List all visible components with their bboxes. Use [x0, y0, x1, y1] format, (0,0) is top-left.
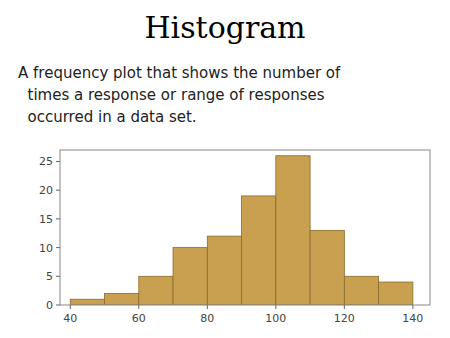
- bars: [70, 156, 413, 305]
- subtitle: times a response or range of responses: [18, 86, 325, 104]
- y-tick-label: 0: [46, 299, 53, 312]
- y-tick: [56, 276, 60, 277]
- bar: [105, 294, 139, 305]
- bar: [310, 230, 344, 305]
- y-tick-label: 5: [46, 270, 53, 283]
- y-tick: [56, 161, 60, 162]
- x-tick-label: 120: [334, 312, 355, 325]
- bar: [276, 156, 310, 305]
- title: Histogram: [144, 10, 305, 45]
- x-tick-label: 140: [402, 312, 423, 325]
- bar: [173, 248, 207, 305]
- x-tick: [138, 305, 139, 309]
- x-tick: [275, 305, 276, 309]
- subtitle: occurred in a data set.: [18, 108, 197, 126]
- bar: [70, 299, 104, 305]
- y-tick: [56, 305, 60, 306]
- bar: [379, 282, 413, 305]
- y-tick-label: 20: [39, 184, 53, 197]
- x-tick-label: 100: [265, 312, 286, 325]
- x-tick-label: 60: [132, 312, 146, 325]
- x-tick: [207, 305, 208, 309]
- subtitle: A frequency plot that shows the number o…: [18, 64, 341, 82]
- y-tick: [56, 247, 60, 248]
- plot-frame: [60, 150, 430, 305]
- y-tick-label: 15: [39, 213, 53, 226]
- x-tick: [70, 305, 71, 309]
- bar: [344, 276, 378, 305]
- x-tick-label: 80: [200, 312, 214, 325]
- x-tick-label: 40: [63, 312, 77, 325]
- chart: Histogram A frequency plot that shows the…: [0, 0, 450, 338]
- bar: [207, 236, 241, 305]
- y-tick-label: 25: [39, 155, 53, 168]
- bar: [242, 196, 276, 305]
- x-tick: [412, 305, 413, 309]
- y-tick: [56, 218, 60, 219]
- y-tick: [56, 190, 60, 191]
- x-tick: [344, 305, 345, 309]
- bar: [139, 276, 173, 305]
- y-tick-label: 10: [39, 242, 53, 255]
